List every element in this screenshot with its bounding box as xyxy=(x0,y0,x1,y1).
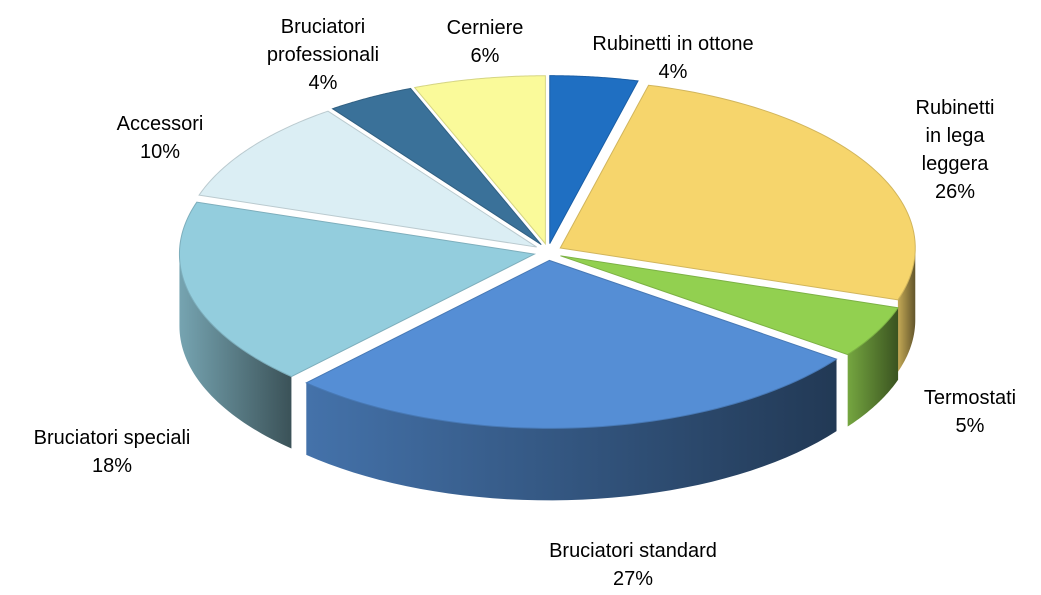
slice xyxy=(178,201,537,378)
slice-side xyxy=(179,254,292,449)
slice-side xyxy=(847,307,899,427)
category-label: Termostati xyxy=(923,387,1017,409)
slice-tops xyxy=(178,75,916,429)
slice xyxy=(198,110,537,248)
slice xyxy=(549,75,639,244)
data-label: Bruciatori standard 27% xyxy=(549,537,717,593)
value-label: 26% xyxy=(934,181,976,203)
slice xyxy=(560,255,899,356)
slice xyxy=(331,87,542,246)
value-label: 6% xyxy=(470,45,500,67)
slice xyxy=(413,75,546,246)
value-label: 10% xyxy=(139,141,181,163)
data-label: Rubinetti in lega leggera 26% xyxy=(912,94,998,206)
value-label: 4% xyxy=(658,61,688,83)
data-label: Cerniere 6% xyxy=(447,14,524,70)
side-walls xyxy=(179,247,916,501)
category-label: Accessori xyxy=(116,113,204,135)
data-label: Rubinetti in ottone 4% xyxy=(592,30,753,86)
data-label: Termostati 5% xyxy=(924,384,1016,440)
category-label: Rubinetti in lega leggera xyxy=(915,97,995,175)
data-label: Accessori 10% xyxy=(117,110,204,166)
slice-side xyxy=(306,359,837,501)
slice xyxy=(559,84,916,301)
data-label: Bruciatori professionali 4% xyxy=(238,13,408,97)
value-label: 27% xyxy=(612,568,654,590)
slice-side xyxy=(897,247,916,372)
category-label: Bruciatori professionali xyxy=(266,16,380,66)
value-label: 4% xyxy=(308,72,338,94)
value-label: 5% xyxy=(955,415,985,437)
category-label: Cerniere xyxy=(446,17,524,39)
value-label: 18% xyxy=(91,455,133,477)
category-label: Rubinetti in ottone xyxy=(592,33,754,55)
category-label: Bruciatori speciali xyxy=(33,427,191,449)
data-label: Bruciatori speciali 18% xyxy=(34,424,191,480)
slice xyxy=(305,259,838,429)
category-label: Bruciatori standard xyxy=(549,540,717,562)
